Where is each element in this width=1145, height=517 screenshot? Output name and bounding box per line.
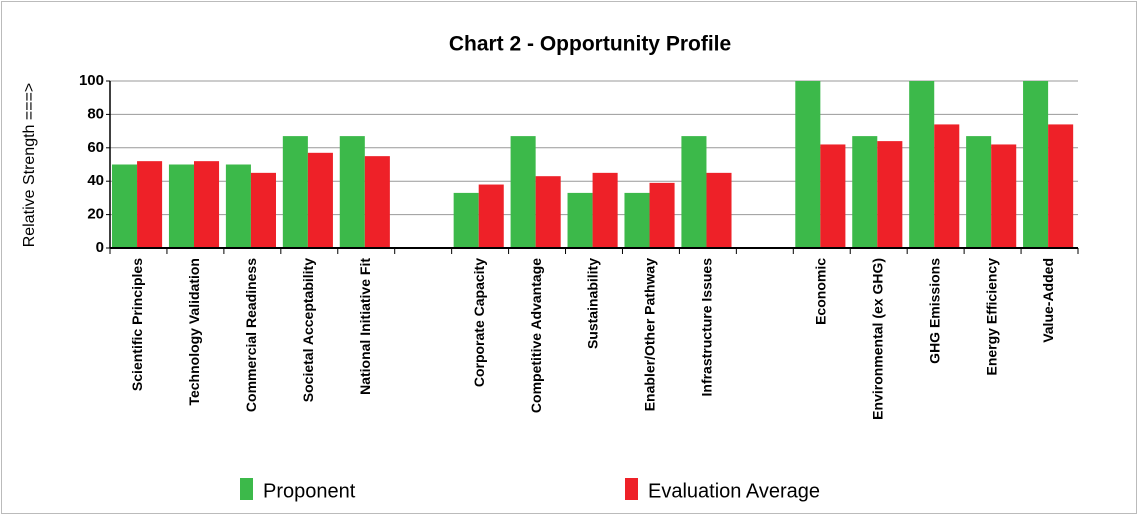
- bar: [649, 182, 675, 248]
- bar: [820, 144, 846, 248]
- bar: [112, 164, 138, 248]
- bar: [478, 184, 504, 248]
- x-tick-label: Corporate Capacity: [471, 258, 487, 387]
- bar: [991, 144, 1017, 248]
- legend-swatch: [625, 478, 638, 500]
- bar: [339, 136, 365, 248]
- bar: [852, 136, 878, 248]
- y-tick-label: 0: [96, 239, 104, 256]
- bar: [1023, 81, 1049, 248]
- bar: [225, 164, 251, 248]
- bar: [681, 136, 707, 248]
- x-tick-label: Value-Added: [1040, 258, 1056, 343]
- x-tick-label: Energy Efficiency: [983, 258, 999, 376]
- y-tick-label: 20: [87, 206, 104, 223]
- x-tick-label: GHG Emissions: [926, 258, 942, 364]
- bar: [453, 192, 479, 248]
- bar: [1048, 124, 1074, 248]
- bar: [137, 161, 163, 248]
- y-tick-label: 80: [87, 105, 104, 122]
- bar: [282, 136, 308, 248]
- bar: [510, 136, 536, 248]
- x-tick-label: Infrastructure Issues: [699, 258, 715, 397]
- x-tick-label: Societal Acceptability: [300, 258, 316, 402]
- bar: [307, 152, 333, 248]
- x-tick-label: Commercial Readiness: [243, 258, 259, 412]
- x-tick-label: Technology Validation: [186, 258, 202, 406]
- y-tick-label: 60: [87, 139, 104, 156]
- bar: [624, 192, 650, 248]
- bar: [193, 161, 220, 248]
- x-tick-label: Scientific Principles: [129, 258, 145, 391]
- x-tick-label: Environmental (ex GHG): [869, 258, 885, 420]
- bar: [877, 141, 903, 248]
- bar: [250, 172, 276, 248]
- x-tick-label: National Initiative Fit: [357, 258, 373, 395]
- legend-label: Proponent: [263, 480, 356, 502]
- bar: [535, 176, 561, 248]
- bar: [592, 172, 618, 248]
- x-tick-label: Competitive Advantage: [528, 258, 544, 413]
- bar: [966, 136, 992, 248]
- bar: [364, 156, 390, 248]
- y-axis-label: Relative Strength ===>: [21, 83, 38, 248]
- x-tick-label: Sustainability: [585, 258, 601, 349]
- bar: [706, 172, 732, 248]
- x-tick-label: Economic: [812, 258, 828, 325]
- y-tick-label: 40: [87, 172, 104, 189]
- bar: [934, 124, 960, 248]
- x-tick-label: Enabler/Other Pathway: [642, 258, 658, 411]
- chart-title: Chart 2 - Opportunity Profile: [449, 33, 731, 56]
- bar: [567, 192, 593, 248]
- bar: [909, 81, 935, 248]
- legend-swatch: [240, 478, 253, 500]
- bar: [168, 164, 194, 248]
- legend-label: Evaluation Average: [648, 480, 820, 502]
- bar: [795, 81, 821, 248]
- y-tick-label: 100: [79, 72, 104, 89]
